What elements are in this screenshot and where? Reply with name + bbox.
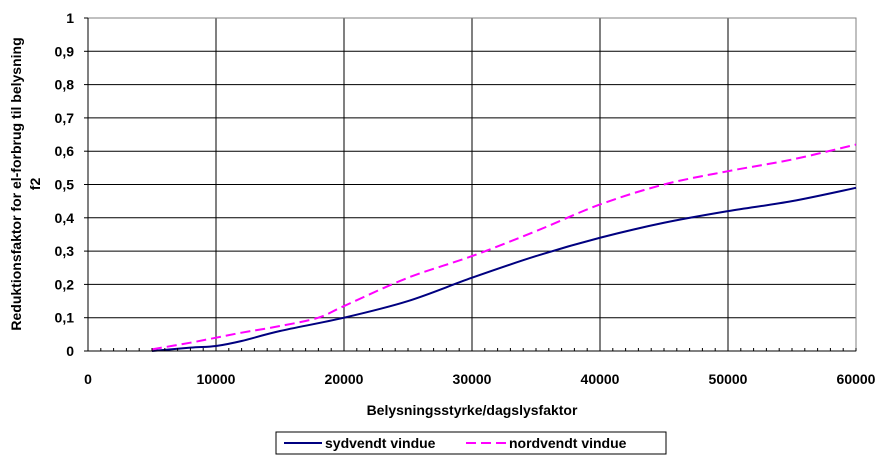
- y-tick-label: 0: [66, 343, 74, 359]
- legend-label-nordvendt: nordvendt vindue: [509, 435, 627, 451]
- x-tick-label: 40000: [581, 371, 620, 387]
- y-tick-label: 0,6: [55, 143, 75, 159]
- legend: sydvendt vindue nordvendt vindue: [275, 431, 667, 455]
- y-tick-label: 0,1: [55, 310, 75, 326]
- y-axis-title-line-2: f2: [27, 178, 43, 191]
- x-tick-label: 10000: [197, 371, 236, 387]
- y-tick-label: 0,5: [55, 177, 75, 193]
- x-tick-label: 20000: [325, 371, 364, 387]
- y-tick-label: 0,7: [55, 110, 75, 126]
- y-tick-label: 0,4: [55, 210, 75, 226]
- y-axis-title-line-1: Reduktionsfaktor for el-forbrug til bely…: [8, 37, 24, 330]
- y-tick-label: 0,8: [55, 77, 75, 93]
- y-tick-label: 0,3: [55, 243, 75, 259]
- series-lines: [151, 143, 857, 352]
- x-axis-title: Belysningsstyrke/dagslysfaktor: [367, 402, 578, 418]
- y-tick-label: 0,2: [55, 276, 75, 292]
- x-tick-label: 60000: [837, 371, 876, 387]
- y-tick-label: 0,9: [55, 43, 75, 59]
- x-tick-label: 50000: [709, 371, 748, 387]
- x-tick-label: 0: [84, 371, 92, 387]
- y-tick-label: 1: [66, 10, 74, 26]
- series-line-nordvendt: [151, 143, 857, 351]
- gridlines: [88, 17, 857, 351]
- legend-label-sydvendt: sydvendt vindue: [325, 435, 436, 451]
- series-line-sydvendt: [151, 186, 857, 352]
- axes: [84, 17, 857, 352]
- y-tick-labels: 0 0,1 0,2 0,3 0,4 0,5 0,6 0,7 0,8 0,9 1: [55, 10, 75, 359]
- x-tick-labels: 0 10000 20000 30000 40000 50000 60000: [84, 371, 876, 387]
- x-tick-label: 30000: [453, 371, 492, 387]
